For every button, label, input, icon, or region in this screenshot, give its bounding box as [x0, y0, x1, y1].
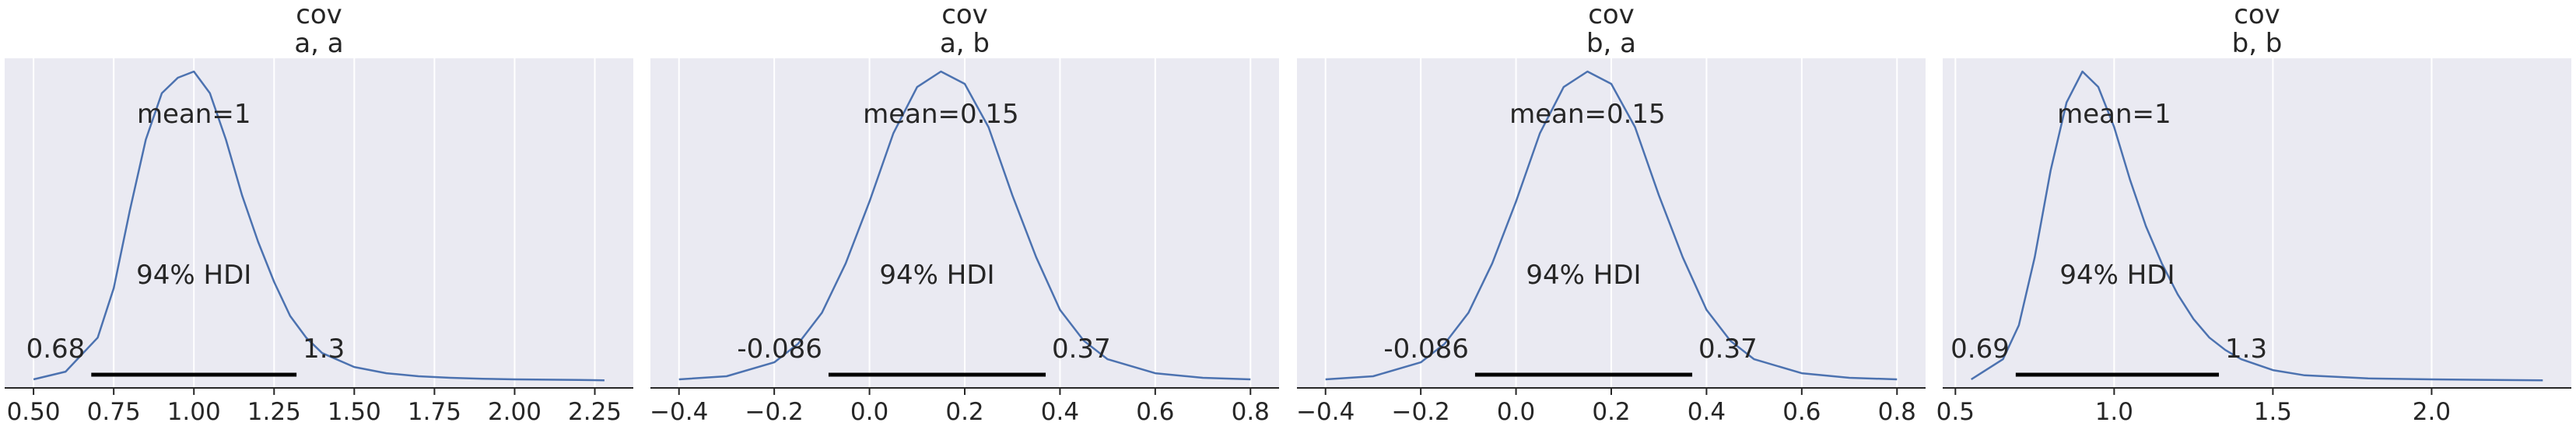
subplot-subtitle: b, b: [2232, 28, 2283, 59]
x-tick-label: −0.2: [745, 398, 804, 426]
x-tick-label: 2.0: [2413, 398, 2451, 426]
x-tick-label: 2.25: [568, 398, 622, 426]
x-tick-label: −0.4: [650, 398, 708, 426]
x-tick-label: 1.0: [2095, 398, 2133, 426]
subplot-title: cov: [2234, 0, 2280, 30]
x-tick-label: 0.8: [1878, 398, 1916, 426]
x-tick-label: −0.4: [1296, 398, 1355, 426]
hdi-label: 94% HDI: [879, 260, 994, 291]
density-curve: [1971, 70, 2543, 382]
x-tick-label: 0.6: [1782, 398, 1821, 426]
x-tick-label: 0.0: [850, 398, 888, 426]
hdi-lower-label: 0.69: [1950, 333, 2010, 365]
x-tick-label: 1.25: [247, 398, 301, 426]
x-tick-label: 0.0: [1497, 398, 1535, 426]
hdi-lower-label: -0.086: [1383, 333, 1469, 365]
hdi-lower-label: 0.68: [26, 333, 86, 365]
mean-label: mean=0.15: [1509, 99, 1666, 130]
hdi-label: 94% HDI: [136, 260, 251, 291]
hdi-upper-label: 1.3: [303, 333, 345, 365]
x-tick-label: 1.00: [167, 398, 221, 426]
x-tick-label: 0.2: [945, 398, 983, 426]
x-tick-label: 1.50: [328, 398, 381, 426]
x-tick-label: 0.2: [1592, 398, 1630, 426]
x-tick-label: 0.50: [7, 398, 61, 426]
x-tick-label: 0.6: [1136, 398, 1174, 426]
x-tick-label: 0.75: [87, 398, 141, 426]
subplot-title: cov: [1588, 0, 1635, 30]
mean-label: mean=1: [2057, 99, 2171, 130]
mean-label: mean=0.15: [863, 99, 1019, 130]
hdi-label: 94% HDI: [1526, 260, 1641, 291]
mean-label: mean=1: [137, 99, 251, 130]
hdi-upper-label: 0.37: [1698, 333, 1758, 365]
density-curve: [1325, 70, 1898, 381]
x-tick-label: 0.5: [1936, 398, 1975, 426]
x-tick-label: 0.4: [1041, 398, 1079, 426]
x-tick-label: 1.5: [2254, 398, 2292, 426]
subplot-title: cov: [941, 0, 988, 30]
plot-area: [5, 58, 633, 387]
x-tick-label: −0.2: [1392, 398, 1450, 426]
hdi-lower-label: -0.086: [737, 333, 822, 365]
plot-area: [1943, 58, 2571, 387]
subplot-title: cov: [296, 0, 342, 30]
x-tick-label: 0.8: [1232, 398, 1270, 426]
hdi-upper-label: 0.37: [1052, 333, 1111, 365]
subplot-subtitle: b, a: [1586, 28, 1636, 59]
density-curve: [33, 70, 605, 382]
subplot-subtitle: a, b: [940, 28, 990, 59]
x-tick-label: 0.4: [1688, 398, 1726, 426]
hdi-label: 94% HDI: [2059, 260, 2175, 291]
x-tick-label: 2.00: [488, 398, 541, 426]
hdi-upper-label: 1.3: [2225, 333, 2267, 365]
subplot-subtitle: a, a: [294, 28, 343, 59]
density-curve: [678, 70, 1251, 381]
x-tick-label: 1.75: [408, 398, 461, 426]
